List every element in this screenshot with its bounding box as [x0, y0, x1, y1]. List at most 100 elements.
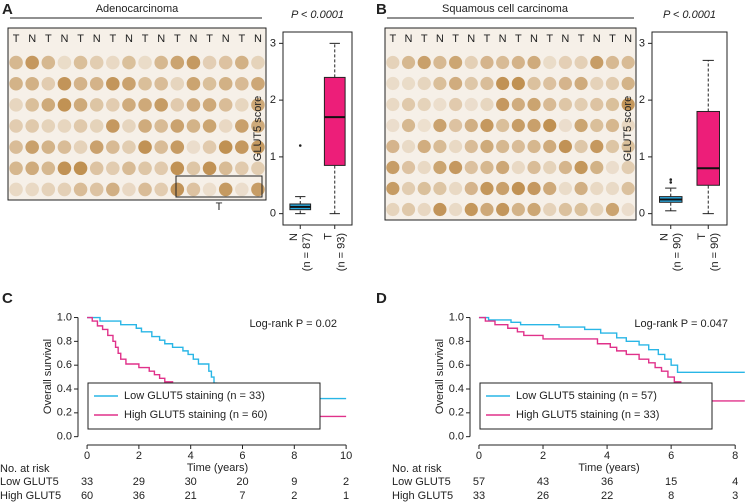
y-tick-label: 1 — [270, 151, 276, 163]
tissue-core — [386, 181, 400, 196]
y-tick-label: 0.4 — [57, 383, 72, 395]
annotation: P < 0.0001 — [663, 9, 716, 21]
tissue-core — [386, 76, 400, 91]
sample-size-label: (n = 90) — [709, 233, 721, 271]
column-label: T — [484, 33, 491, 45]
tissue-core — [449, 118, 463, 133]
tissue-core — [186, 119, 201, 133]
risk-count: 33 — [473, 490, 485, 502]
tissue-core — [106, 140, 120, 154]
panel-label: B — [376, 1, 387, 18]
tissue-core — [154, 119, 168, 133]
tissue-core — [480, 181, 494, 196]
tissue-core — [605, 55, 620, 70]
tissue-core — [154, 182, 168, 197]
tissue-core — [401, 118, 416, 133]
tissue-core — [73, 98, 88, 112]
column-label: N — [624, 33, 632, 45]
y-tick-label: 0.4 — [449, 383, 464, 395]
tissue-core — [417, 202, 431, 217]
tissue-core — [590, 160, 604, 175]
tissue-core — [449, 202, 463, 217]
tissue-core — [73, 161, 88, 176]
tissue-core — [464, 202, 478, 217]
tissue-core — [186, 55, 201, 70]
tissue-core — [496, 118, 510, 133]
tissue-core — [480, 118, 494, 133]
column-label: N — [254, 33, 262, 45]
risk-count: 8 — [668, 490, 674, 502]
y-tick-label: 0 — [270, 208, 276, 220]
tissue-core — [89, 161, 104, 176]
tissue-core — [170, 140, 185, 154]
tissue-core — [574, 181, 588, 196]
tissue-core — [57, 55, 72, 70]
tissue-core — [433, 181, 447, 196]
tissue-core — [25, 98, 39, 112]
tissue-core — [496, 97, 510, 112]
risk-count: 20 — [236, 476, 248, 488]
risk-count: 21 — [185, 490, 197, 502]
tissue-core — [527, 118, 541, 133]
x-tick-label: T — [323, 233, 335, 240]
risk-table-title: No. at risk — [392, 463, 442, 475]
risk-count: 26 — [537, 490, 549, 502]
legend-label: Low GLUT5 staining (n = 33) — [124, 390, 265, 402]
tissue-core — [25, 76, 39, 91]
tissue-core — [73, 76, 88, 91]
tissue-core — [401, 139, 416, 154]
tissue-core — [57, 182, 72, 197]
y-tick-label: 2 — [270, 94, 276, 106]
tissue-core — [251, 98, 265, 112]
tissue-core — [527, 139, 541, 154]
tissue-core — [106, 76, 120, 91]
tissue-core — [464, 55, 478, 70]
tissue-core — [73, 119, 88, 133]
outlier — [669, 181, 673, 184]
tissue-core — [543, 181, 557, 196]
tissue-core — [89, 182, 104, 197]
tissue-core — [122, 140, 136, 154]
tissue-core — [480, 202, 494, 217]
tissue-core — [186, 76, 201, 91]
tissue-core — [122, 98, 136, 112]
tissue-core — [41, 140, 56, 154]
column-label: T — [578, 33, 585, 45]
tissue-core — [386, 160, 400, 175]
tissue-core — [401, 160, 416, 175]
tissue-core — [202, 55, 217, 70]
tissue-core — [574, 160, 588, 175]
tissue-core — [251, 140, 265, 154]
tissue-core — [41, 98, 56, 112]
legend-box — [479, 382, 713, 430]
column-label: T — [389, 33, 396, 45]
tissue-core — [527, 76, 541, 91]
tissue-core — [621, 55, 635, 70]
tissue-core — [218, 140, 233, 154]
column-label: N — [561, 33, 569, 45]
tissue-core — [138, 182, 152, 197]
legend-label: Low GLUT5 staining (n = 57) — [516, 390, 657, 402]
tissue-core — [511, 97, 525, 112]
sample-size-label: (n = 90) — [672, 233, 684, 271]
tissue-core — [480, 97, 494, 112]
risk-count: 4 — [732, 476, 738, 488]
tissue-core — [154, 76, 168, 91]
tissue-core — [401, 202, 416, 217]
column-label: N — [189, 33, 197, 45]
risk-row-label: Low GLUT5 — [0, 476, 59, 488]
y-tick-label: 1.0 — [57, 311, 72, 323]
tissue-core — [202, 140, 217, 154]
annotation: Log-rank P = 0.02 — [249, 318, 337, 330]
tissue-core — [154, 98, 168, 112]
tissue-core — [621, 139, 635, 154]
tissue-core — [605, 97, 620, 112]
tissue-core — [464, 139, 478, 154]
tissue-core — [89, 55, 104, 70]
tissue-core — [574, 139, 588, 154]
tissue-core — [9, 98, 23, 112]
x-tick-label: 0 — [84, 450, 90, 462]
risk-row-label: High GLUT5 — [0, 490, 61, 502]
tissue-core — [186, 182, 201, 197]
tissue-core — [511, 76, 525, 91]
